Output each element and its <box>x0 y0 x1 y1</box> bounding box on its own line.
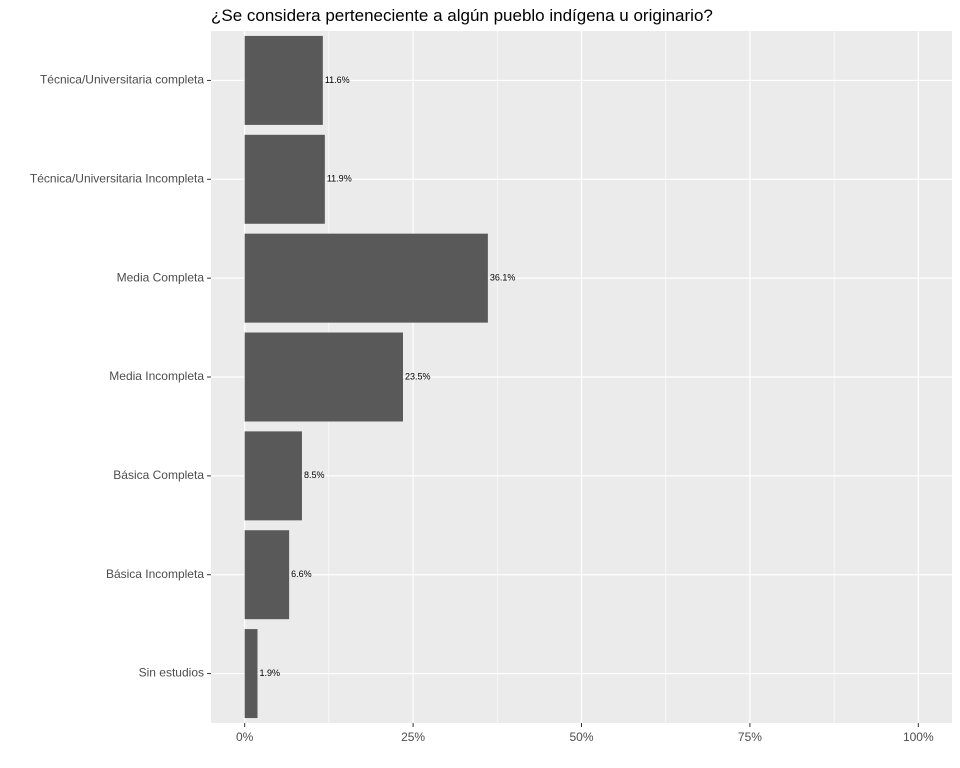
major-grid <box>211 31 952 723</box>
y-tick-label: Técnica/Universitaria completa <box>40 73 204 87</box>
bar <box>244 134 325 224</box>
bar <box>244 431 302 521</box>
bar <box>244 332 403 422</box>
bar <box>244 35 323 125</box>
y-tick-label: Básica Completa <box>113 468 204 482</box>
y-tick-label: Técnica/Universitaria Incompleta <box>30 171 204 185</box>
data-label: 8.5% <box>304 470 325 480</box>
x-tick-label: 100% <box>903 730 934 744</box>
x-tick-label: 50% <box>569 730 593 744</box>
y-tick-label: Media Completa <box>117 270 205 284</box>
data-label: 11.6% <box>325 75 350 85</box>
y-axis: Técnica/Universitaria completa Técnica/Un… <box>30 73 211 680</box>
bar <box>244 233 488 323</box>
x-tick-label: 75% <box>738 730 762 744</box>
chart-title: ¿Se considera perteneciente a algún pueb… <box>211 6 713 25</box>
y-tick-label: Sin estudios <box>139 666 204 680</box>
data-label: 36.1% <box>490 273 516 283</box>
data-label: 6.6% <box>291 569 312 579</box>
x-axis: 0% 25% 50% 75% 100% <box>236 723 934 744</box>
bar <box>244 629 258 719</box>
data-label: 1.9% <box>259 668 280 678</box>
data-labels: 11.6% 11.9% 36.1% 23.5% 8.5% 6.6% 1.9% <box>259 75 515 678</box>
x-tick-label: 25% <box>401 730 425 744</box>
data-label: 23.5% <box>405 371 431 381</box>
bar <box>244 530 290 620</box>
y-tick-label: Media Incompleta <box>109 369 204 383</box>
data-label: 11.9% <box>327 174 352 184</box>
y-tick-label: Básica Incompleta <box>106 567 204 581</box>
x-tick-label: 0% <box>236 730 254 744</box>
bars <box>244 35 488 719</box>
